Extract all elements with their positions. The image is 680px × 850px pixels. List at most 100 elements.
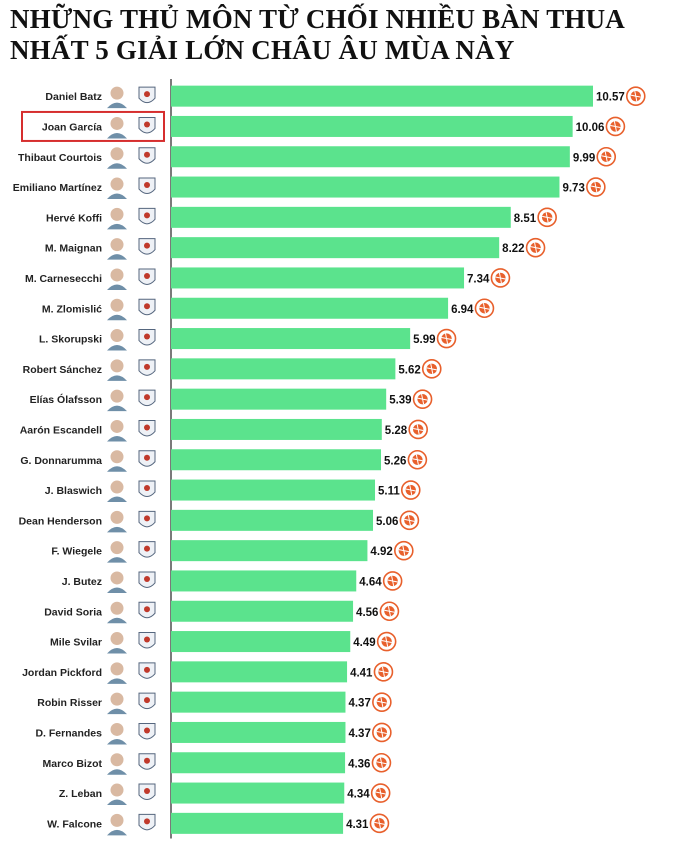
club-crest-icon [138, 722, 156, 740]
avatar-body [107, 314, 127, 321]
row-label: Joan García [42, 121, 102, 133]
avatar-body [107, 163, 127, 169]
club-crest-icon [138, 692, 156, 710]
save-ball-icon [379, 601, 400, 622]
save-ball-icon [474, 298, 495, 319]
bar-value-label: 9.73 [562, 183, 584, 195]
crest-emblem [144, 575, 150, 582]
crest-emblem [144, 272, 150, 279]
highlight-box [21, 110, 165, 142]
player-avatar [107, 238, 127, 260]
avatar-head [110, 541, 124, 555]
club-crest-icon [138, 480, 156, 498]
row-label: J. Butez [62, 576, 102, 588]
ball-seams [417, 394, 428, 405]
bar-value-label: 4.36 [348, 758, 370, 770]
club-crest-icon [138, 419, 156, 437]
save-ball-icon [382, 571, 403, 591]
row-label: M. Maignan [45, 243, 102, 255]
crest-emblem [144, 606, 150, 613]
avatar-head [110, 86, 124, 100]
ball-seams [412, 454, 423, 465]
avatar-body [107, 557, 127, 563]
ball-seams [376, 697, 387, 708]
bar [171, 206, 511, 228]
bar [171, 237, 500, 259]
club-crest-icon [138, 238, 156, 255]
crest-emblem [144, 121, 150, 128]
ball-seams [479, 303, 490, 314]
crest-emblem [144, 212, 150, 219]
bar-value-label: 4.92 [370, 546, 392, 558]
save-ball-icon [625, 86, 646, 106]
save-ball-icon [373, 662, 394, 682]
bar [171, 540, 368, 562]
player-avatar [107, 783, 127, 806]
avatar-head [110, 298, 124, 312]
club-crest-icon [138, 632, 156, 649]
bar [171, 297, 449, 319]
avatar-head [110, 177, 124, 191]
player-avatar [107, 662, 127, 684]
avatar-head [110, 632, 124, 646]
crest-emblem [144, 515, 150, 522]
ball-seams [441, 333, 452, 344]
avatar-body [107, 769, 127, 775]
avatar-body [107, 435, 127, 442]
ball-seams [376, 757, 387, 768]
player-avatar [107, 632, 127, 654]
ball-seams [495, 272, 506, 284]
save-ball-icon [605, 116, 626, 137]
avatar-head [110, 601, 124, 615]
crest-emblem [144, 151, 150, 158]
title-line-2: NHẤT 5 GIẢI LỚN CHÂU ÂU MÙA NÀY [10, 35, 515, 65]
avatar-body [107, 799, 127, 806]
row-label: Aarón Escandell [20, 424, 102, 436]
bar-value-label: 10.06 [576, 122, 605, 134]
bar-value-label: 4.37 [348, 728, 370, 740]
player-avatar [107, 601, 127, 624]
save-ball-icon [490, 268, 511, 288]
row-label: J. Blaswich [45, 485, 102, 497]
avatar-body [107, 405, 127, 412]
crest-emblem [144, 666, 150, 673]
avatar-body [107, 678, 127, 684]
club-crest-icon [138, 753, 156, 770]
crest-emblem [144, 545, 150, 552]
bar [171, 418, 382, 440]
row-label: M. Carnesecchi [25, 273, 102, 285]
player-avatar [107, 177, 127, 200]
bar-value-label: 5.39 [389, 395, 411, 407]
crest-emblem [144, 636, 150, 643]
bar [171, 479, 376, 501]
save-ball-icon [525, 237, 546, 258]
avatar-body [107, 738, 127, 745]
player-avatar [107, 389, 127, 412]
row-label: L. Skorupski [39, 334, 102, 346]
save-ball-icon [436, 328, 457, 349]
bar [171, 812, 344, 834]
row-label: W. Falcone [47, 818, 102, 830]
player-avatar [107, 298, 127, 321]
crest-emblem [144, 303, 150, 310]
crest-emblem [144, 242, 150, 249]
bar-value-label: 10.57 [596, 92, 625, 104]
bar-value-label: 8.51 [514, 213, 537, 225]
avatar-head [110, 419, 124, 433]
ball-seams [630, 91, 641, 102]
avatar-body [107, 526, 127, 533]
save-ball-icon [421, 359, 442, 379]
ball-seams [426, 363, 437, 374]
chart-title: NHỮNG THỦ MÔN TỪ CHỐI NHIỀU BÀN THUA NHẤ… [10, 4, 675, 66]
row-label: D. Fernandes [35, 727, 102, 739]
save-ball-icon [399, 510, 420, 531]
row-label: Robert Sánchez [23, 364, 102, 376]
bar [171, 358, 396, 380]
avatar-head [110, 692, 124, 706]
club-crest-icon [138, 571, 156, 588]
avatar-head [110, 238, 124, 252]
club-crest-icon [138, 329, 156, 346]
bar [171, 631, 351, 653]
player-avatar [107, 722, 127, 745]
